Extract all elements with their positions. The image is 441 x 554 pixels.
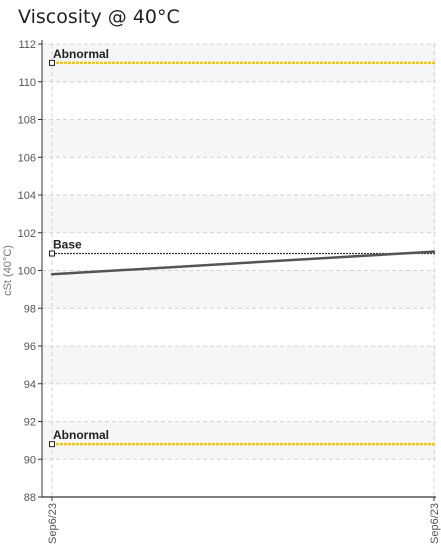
series-lines [50, 250, 436, 276]
reference-label: Base [53, 238, 82, 252]
x-tick-label: Sep6/23 [429, 503, 441, 544]
series-line [50, 250, 436, 276]
plot-band [42, 195, 436, 233]
y-tick-label: 106 [18, 152, 36, 164]
y-tick-label: 112 [18, 39, 36, 51]
y-tick-label: 100 [18, 266, 36, 278]
y-tick-label: 94 [24, 379, 36, 391]
y-tick-label: 92 [24, 417, 36, 429]
y-tick-label: 90 [24, 454, 36, 466]
reference-marker [49, 441, 55, 448]
plot-band [42, 421, 436, 460]
reference-label: Abnormal [53, 428, 109, 442]
y-tick-label: 108 [18, 115, 36, 127]
reference-label: Abnormal [53, 47, 109, 61]
y-tick-label: 110 [18, 77, 36, 89]
axes [41, 40, 436, 498]
x-tick-label: Sep6/23 [47, 503, 59, 544]
reference-lines: Abnormal Base Abnormal [49, 47, 436, 448]
y-tick-label: 104 [18, 190, 36, 202]
y-tick-label: 98 [24, 303, 36, 315]
y-tick-label: 88 [24, 492, 36, 504]
plot-band [42, 270, 436, 309]
y-tick-label: 96 [24, 341, 36, 353]
y-tick-label: 102 [18, 228, 36, 240]
x-axis-ticks: Sep6/23 Sep6/23 [47, 497, 441, 544]
y-axis-ticks: 88 90 92 94 96 98 100 102 104 106 108 110 112 [18, 39, 42, 504]
plot-band [42, 119, 436, 158]
y-axis-label: cSt (40°C) [2, 245, 14, 296]
plot-bands [42, 44, 436, 460]
reference-marker [49, 59, 55, 66]
chart-title: Viscosity @ 40°C [18, 6, 180, 28]
plot-band [42, 346, 436, 384]
reference-marker [49, 250, 55, 257]
